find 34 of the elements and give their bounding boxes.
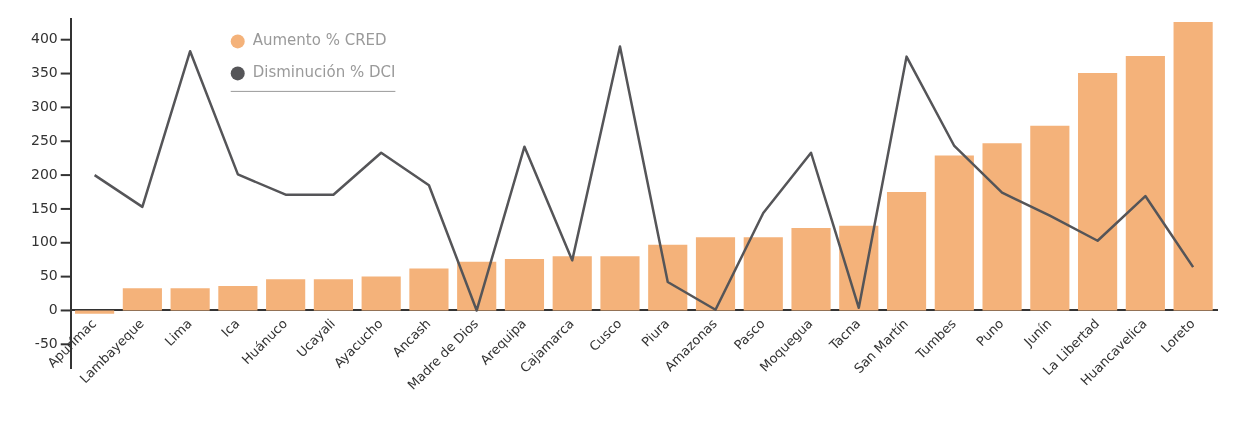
x-tick-label: Ica: [218, 315, 243, 340]
bar: [1030, 125, 1070, 311]
y-tick-label: 400: [30, 30, 58, 47]
bar: [1078, 72, 1118, 311]
bar: [934, 155, 974, 311]
y-tick-label: 150: [30, 199, 58, 216]
legend-label: Disminución % DCI: [252, 63, 396, 82]
y-tick-label: 300: [30, 98, 58, 115]
bar: [504, 259, 545, 311]
y-tick-label: 200: [30, 165, 58, 182]
bar: [266, 279, 306, 311]
bar: [313, 279, 353, 311]
y-tick-label: 100: [30, 233, 58, 250]
legend-label: Aumento % CRED: [252, 31, 387, 50]
y-tick-label: 350: [30, 64, 58, 81]
y-tick-label: 50: [39, 267, 58, 284]
y-tick-label: 250: [30, 131, 58, 148]
bar: [218, 286, 258, 311]
bar: [695, 237, 736, 311]
bar: [600, 256, 640, 311]
bar: [648, 244, 688, 311]
bar: [743, 237, 783, 311]
bar: [1173, 22, 1213, 311]
bar: [886, 192, 927, 311]
bar: [361, 276, 401, 311]
bar: [170, 288, 210, 311]
bar: [791, 227, 831, 311]
bar: [122, 288, 162, 311]
bar: [982, 143, 1022, 311]
bar: [75, 310, 115, 314]
bar: [409, 268, 449, 311]
bar: [552, 256, 592, 311]
bar: [1125, 55, 1165, 311]
y-tick-label: 0: [48, 301, 58, 318]
